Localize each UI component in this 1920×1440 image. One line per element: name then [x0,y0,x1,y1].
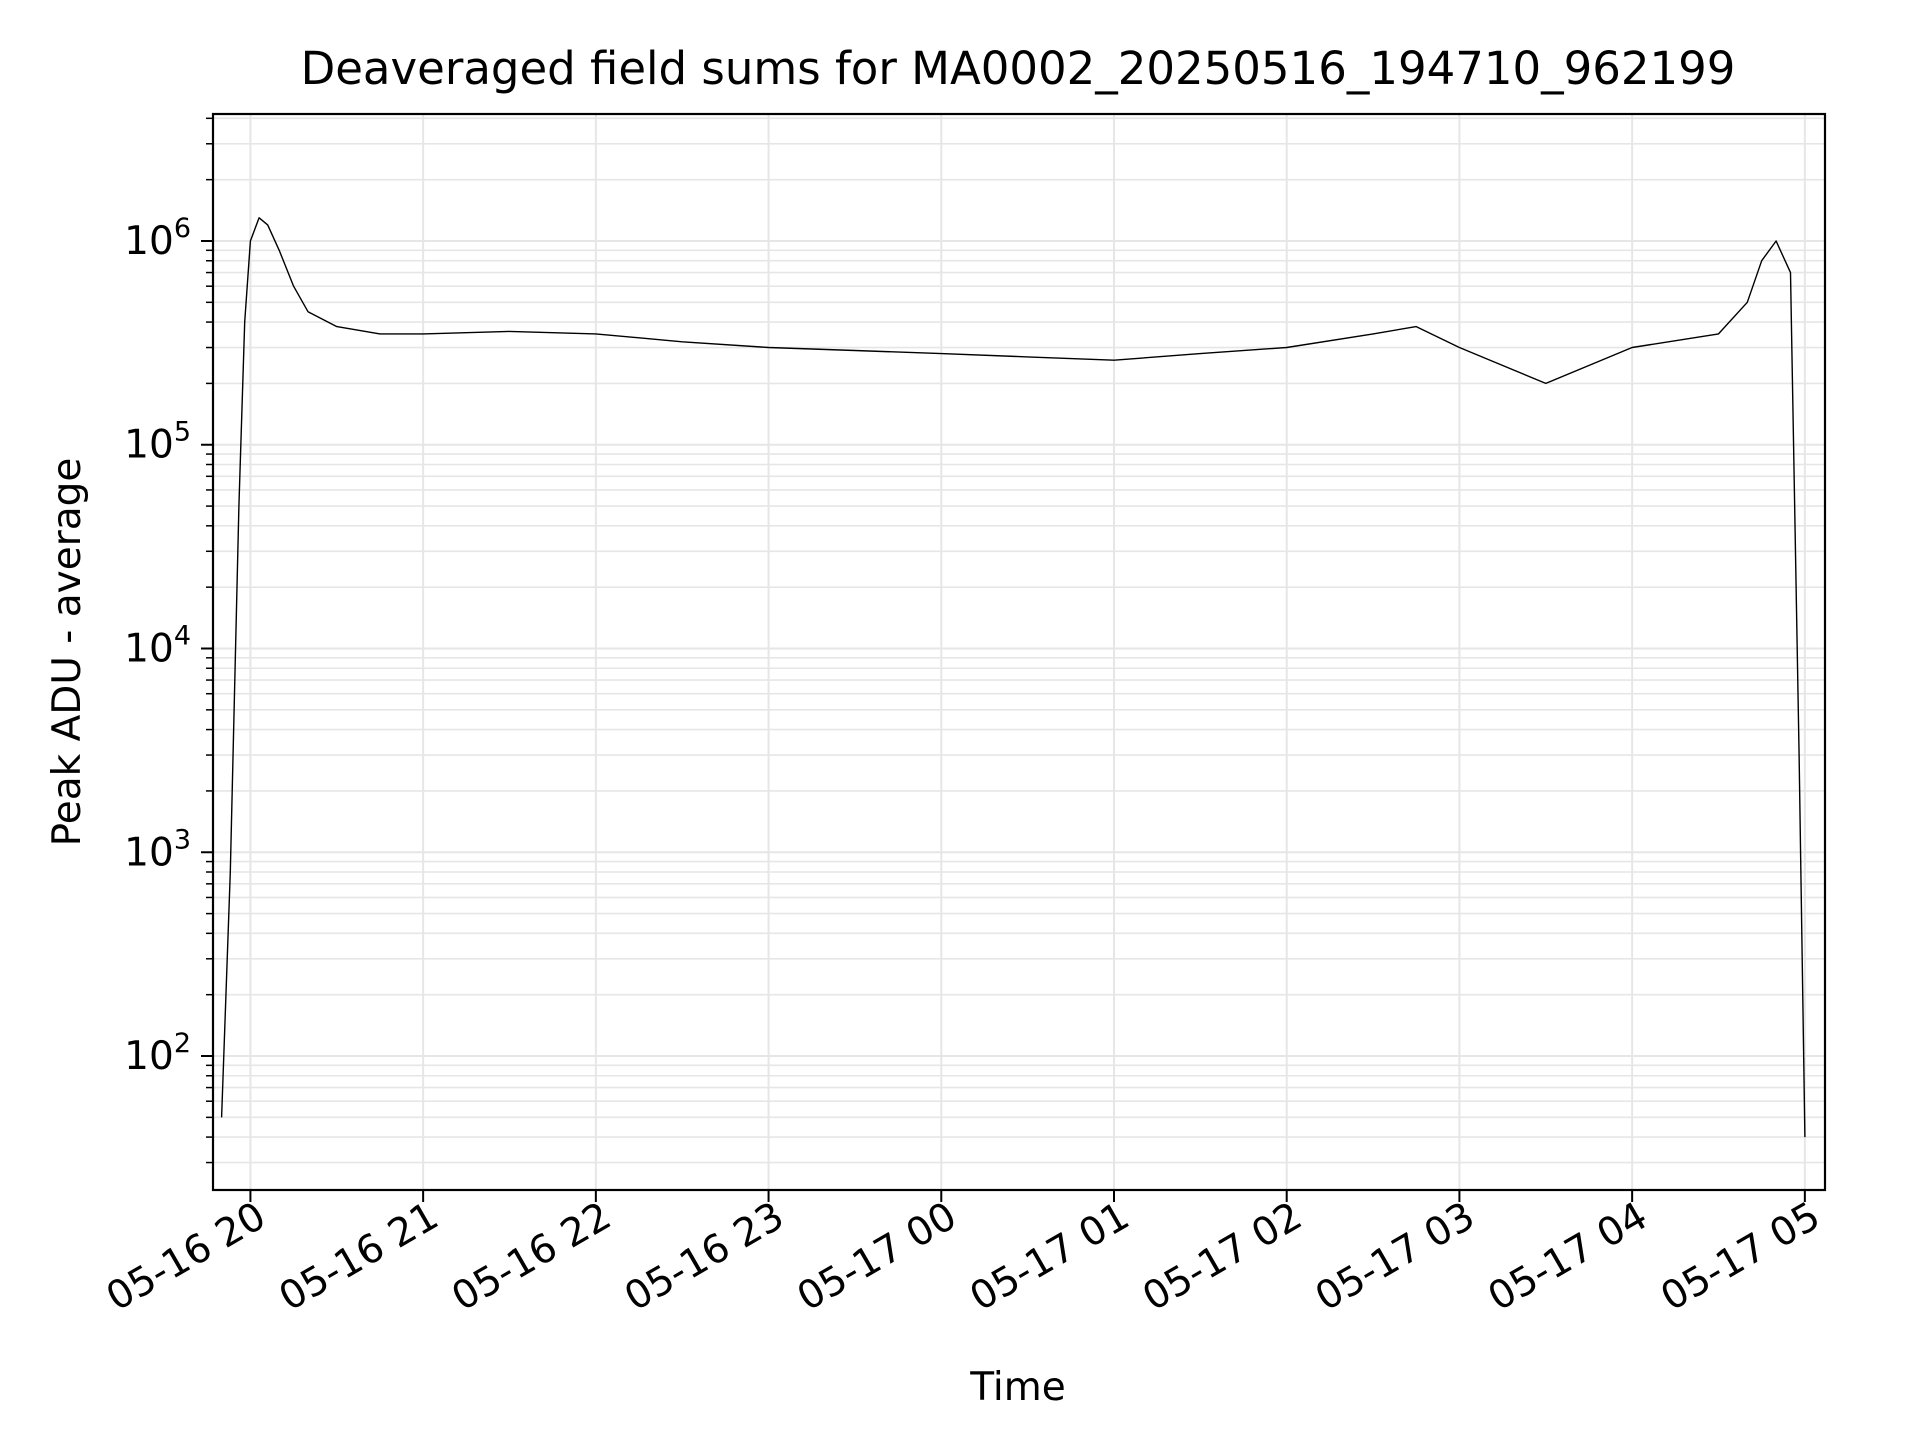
y-axis: 102 103 104 105 106 [124,117,213,1164]
y-tick-label: 103 [124,824,191,875]
plot-frame [211,112,1827,1192]
y-axis-label: Peak ADU - average [45,458,90,847]
y-tick-label: 102 [124,1028,191,1079]
grid [213,114,1825,1190]
y-tick-label: 104 [124,621,191,672]
y-tick-label: 106 [124,213,191,264]
y-tick-label: 105 [124,417,191,468]
chart-title: Deaveraged field sums for MA0002_2025051… [301,42,1736,95]
x-axis-label: Time [969,1365,1065,1410]
plot-area [220,217,1806,1138]
